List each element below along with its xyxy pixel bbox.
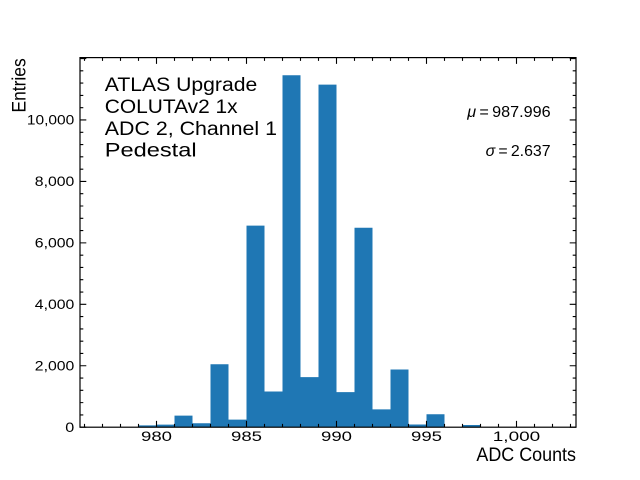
svg-text:1,000: 1,000 (493, 428, 541, 444)
svg-text:ADC 2, Channel 1: ADC 2, Channel 1 (105, 119, 277, 140)
svg-text:COLUTAv2 1x: COLUTAv2 1x (105, 97, 238, 118)
svg-text:8,000: 8,000 (35, 173, 75, 189)
svg-text:995: 995 (411, 428, 442, 444)
svg-text:10,000: 10,000 (27, 112, 75, 128)
svg-text:ADC Counts: ADC Counts (476, 445, 576, 466)
svg-text:Entries: Entries (10, 58, 31, 112)
svg-text:980: 980 (141, 428, 172, 444)
svg-text:4,000: 4,000 (35, 296, 75, 312)
svg-text:990: 990 (321, 428, 352, 444)
svg-text:ATLAS Upgrade: ATLAS Upgrade (105, 75, 257, 96)
svg-text:2,000: 2,000 (35, 357, 75, 373)
svg-text:0: 0 (65, 419, 74, 435)
svg-text:σ = 2.637: σ = 2.637 (486, 143, 551, 160)
svg-text:6,000: 6,000 (35, 234, 75, 250)
svg-text:Pedestal: Pedestal (105, 141, 197, 162)
svg-text:μ = 987.996: μ = 987.996 (466, 104, 550, 121)
svg-text:985: 985 (231, 428, 262, 444)
